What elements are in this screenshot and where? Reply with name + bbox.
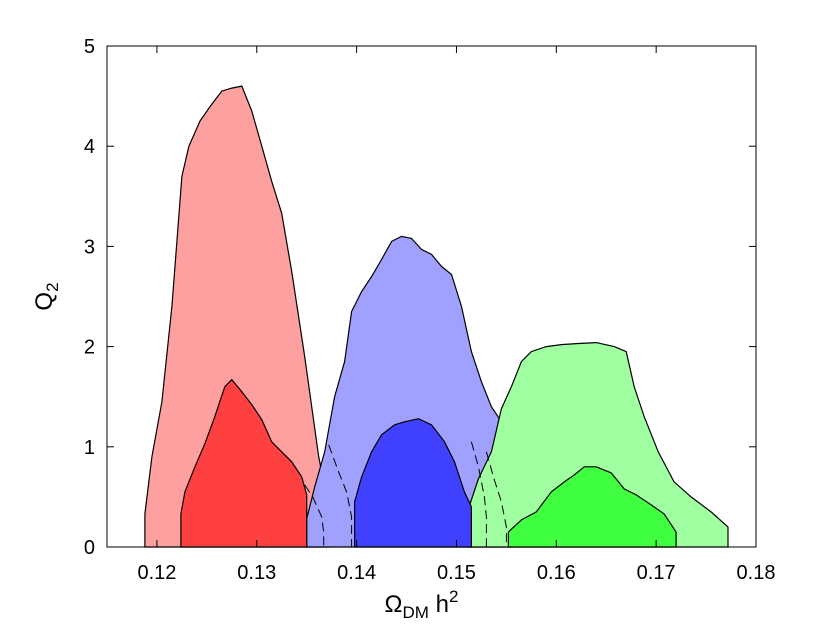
x-tick-label: 0.18	[737, 562, 776, 584]
plot-frame	[106, 45, 757, 548]
y-axis-label: Q2	[31, 282, 62, 310]
series-1-inner-region	[354, 418, 472, 548]
x-tick-label: 0.13	[237, 562, 276, 584]
dashed-boundary-1	[328, 444, 353, 547]
y-tick-label: 4	[84, 136, 95, 158]
series-0-inner-region	[180, 378, 308, 548]
dashed-boundary-2	[470, 441, 487, 547]
y-axis-label-sub: 2	[43, 282, 62, 291]
axis-ticks: 0.12 0.13 0.14 0.15 0.16 0.17 0.18 0 1 2 3 4 5	[84, 36, 776, 584]
dashed-boundary-0	[304, 484, 325, 547]
dashed-boundaries	[304, 441, 507, 547]
y-tick-label: 1	[84, 437, 95, 459]
y-axis-label-main: Q	[31, 292, 58, 311]
x-axis-label-sub: DM	[403, 603, 429, 622]
x-axis-label-rest: h	[429, 591, 449, 618]
x-tick-label: 0.16	[537, 562, 576, 584]
x-tick-label: 0.15	[437, 562, 476, 584]
x-axis-label-main: Ω	[385, 591, 403, 618]
x-tick-label: 0.17	[637, 562, 676, 584]
series-2-inner-region	[507, 466, 677, 548]
y-tick-label: 2	[84, 337, 95, 359]
series-0-outer-region	[144, 85, 330, 548]
y-tick-label: 5	[84, 36, 95, 58]
x-axis-label-sup: 2	[449, 587, 458, 606]
series-2-outer-region	[467, 341, 729, 548]
density-regions	[144, 85, 729, 548]
y-tick-label: 0	[84, 537, 95, 559]
x-tick-label: 0.14	[337, 562, 376, 584]
dashed-boundary-3	[485, 451, 507, 547]
y-tick-label: 3	[84, 236, 95, 258]
x-axis-label: ΩDM h2	[385, 587, 459, 622]
x-tick-label: 0.12	[137, 562, 176, 584]
